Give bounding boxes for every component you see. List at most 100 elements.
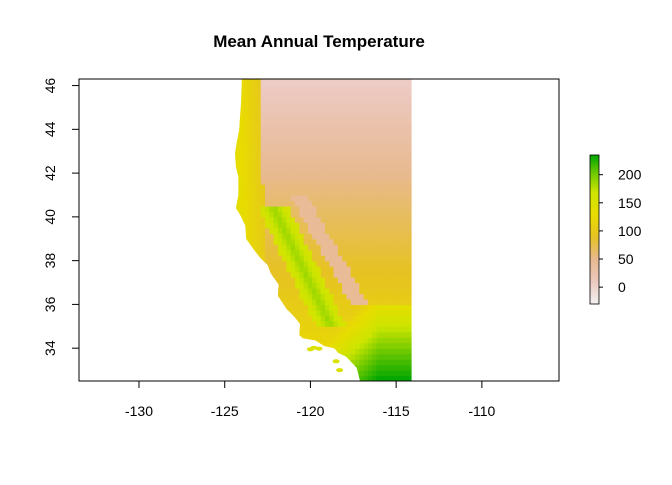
raster-cell [269,365,274,371]
raster-cell [329,277,334,283]
raster-cell [368,343,373,349]
raster-cell [244,211,249,217]
raster-cell [329,146,334,152]
raster-cell [325,283,330,289]
raster-cell [364,97,369,103]
raster-cell [359,179,364,185]
raster-cell [278,140,283,146]
raster-cell [402,140,407,146]
raster-cell [235,222,240,228]
raster-cell [329,239,334,245]
raster-cell [355,365,360,371]
raster-cell [261,179,266,185]
raster-cell [256,195,261,201]
raster-cell [256,277,261,283]
raster-cell [368,354,373,360]
raster-cell [402,315,407,321]
raster-cell [398,343,403,349]
raster-cell [355,190,360,196]
raster-cell [342,250,347,256]
raster-cell [316,293,321,299]
raster-cell [406,86,411,92]
raster-cell [286,354,291,360]
raster-cell [244,179,249,185]
raster-cell [299,140,304,146]
raster-cell [299,102,304,108]
raster-cell [261,97,266,103]
raster-cell [394,272,399,278]
raster-cell [256,343,261,349]
raster-cell [406,315,411,321]
raster-cell [244,283,249,289]
raster-cell [398,359,403,365]
raster-cell [321,304,326,310]
raster-cell [376,124,381,130]
raster-cell [299,337,304,343]
raster-cell [265,266,270,272]
raster-cell [256,162,261,168]
raster-cell [299,277,304,283]
raster-cell [308,86,313,92]
raster-cell [346,140,351,146]
raster-cell [342,326,347,332]
raster-cell [235,359,240,365]
raster-cell [239,211,244,217]
raster-cell [286,75,291,81]
raster-cell [389,102,394,108]
raster-cell [244,124,249,130]
raster-cell [291,217,296,223]
raster-cell [265,332,270,338]
raster-cell [291,75,296,81]
raster-cell [406,299,411,305]
raster-cell [334,239,339,245]
raster-cell [368,261,373,267]
x-tick-label: -130 [125,403,153,419]
raster-cell [321,118,326,124]
raster-cell [286,113,291,119]
raster-cell [304,310,309,316]
raster-cell [256,359,261,365]
legend-tick-label: 150 [618,195,642,211]
raster-cell [278,86,283,92]
raster-cell [359,124,364,130]
raster-cell [389,118,394,124]
raster-cell [239,80,244,86]
raster-cell [411,135,416,141]
raster-cell [252,118,257,124]
raster-cell [278,370,283,376]
raster-cell [389,370,394,376]
raster-cell [368,113,373,119]
raster-cell [286,195,291,201]
raster-cell [338,288,343,294]
raster-cell [308,162,313,168]
raster-cell [316,359,321,365]
raster-cell [278,124,283,130]
raster-cell [299,332,304,338]
raster-cell [312,228,317,234]
raster-cell [334,326,339,332]
raster-cell [325,113,330,119]
raster-cell [291,124,296,130]
raster-cell [274,277,279,283]
raster-cell [376,354,381,360]
raster-cell [359,239,364,245]
raster-cell [402,299,407,305]
raster-cell [325,304,330,310]
raster-cell [269,272,274,278]
raster-cell [235,97,240,103]
raster-cell [239,233,244,239]
raster-cell [389,288,394,294]
raster-cell [368,102,373,108]
raster-cell [269,97,274,103]
raster-cell [274,348,279,354]
raster-cell [394,118,399,124]
raster-cell [325,151,330,157]
raster-cell [364,359,369,365]
raster-cell [316,228,321,234]
raster-cell [286,86,291,92]
raster-cell [329,157,334,163]
raster-cell [286,370,291,376]
raster-cell [381,250,386,256]
raster-cell [235,255,240,261]
raster-cell [235,80,240,86]
